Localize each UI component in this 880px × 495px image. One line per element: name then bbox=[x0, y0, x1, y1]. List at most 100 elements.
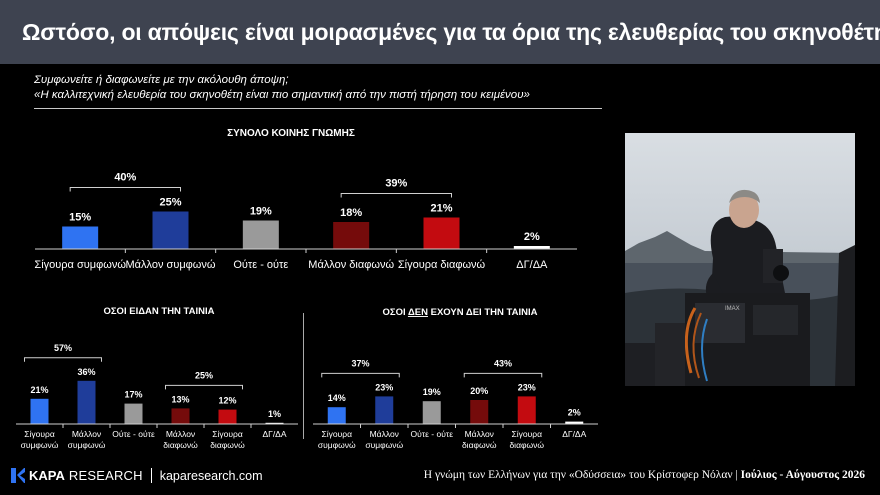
logo-kapa: KAPA bbox=[29, 468, 65, 483]
bar bbox=[62, 226, 99, 249]
category-label-line: ΔΓ/ΔΑ bbox=[562, 429, 586, 439]
group-bracket bbox=[340, 193, 452, 198]
page-title: Ωστόσο, οι απόψεις είναι μοιρασμένες για… bbox=[22, 18, 880, 45]
bar bbox=[124, 403, 143, 424]
category-label-line: συμφωνώ bbox=[365, 440, 403, 450]
survey-date: Ιούλιος - Αύγουστος 2026 bbox=[740, 469, 865, 481]
group-bracket bbox=[463, 372, 543, 378]
category-label-line: Σίγουρα bbox=[24, 429, 55, 439]
category-label: Μάλλον συμφωνώ bbox=[68, 429, 106, 450]
category-label: Σίγουρα συμφωνώ bbox=[318, 429, 356, 450]
group-bracket bbox=[24, 357, 102, 362]
value-label: 18% bbox=[340, 207, 362, 219]
website-link[interactable]: kaparesearch.com bbox=[159, 468, 263, 483]
value-label: 36% bbox=[77, 367, 95, 377]
question-line-1: Συμφωνείτε ή διαφωνείτε με την ακόλουθη … bbox=[34, 74, 289, 86]
value-label: 25% bbox=[159, 197, 181, 209]
chart-divider bbox=[303, 313, 304, 439]
category-label: Ούτε - ούτε bbox=[112, 429, 155, 439]
category-label: Σίγουρα συμφωνώ bbox=[21, 429, 59, 450]
category-label-line: Σίγουρα συμφωνώ bbox=[34, 259, 126, 271]
survey-question: Συμφωνείτε ή διαφωνείτε με την ακόλουθη … bbox=[34, 73, 530, 103]
group-label: 43% bbox=[494, 358, 512, 368]
value-label: 23% bbox=[375, 382, 393, 392]
question-underline bbox=[34, 108, 602, 109]
bar bbox=[152, 211, 189, 249]
survey-name: Η γνώμη των Ελλήνων για την «Οδύσσεια» τ… bbox=[423, 469, 733, 481]
bar bbox=[333, 222, 370, 249]
category-label-line: συμφωνώ bbox=[68, 440, 106, 450]
footer-survey-info: Η γνώμη των Ελλήνων για την «Οδύσσεια» τ… bbox=[423, 469, 865, 481]
bar bbox=[422, 401, 441, 424]
category-label-line: συμφωνώ bbox=[318, 440, 356, 450]
group-bracket bbox=[69, 187, 181, 192]
category-label-line: Μάλλον διαφωνώ bbox=[308, 259, 394, 271]
category-label-line: Σίγουρα bbox=[511, 429, 542, 439]
value-label: 19% bbox=[423, 387, 441, 397]
director-photo: IMAX bbox=[625, 133, 855, 386]
category-label-line: διαφωνώ bbox=[163, 440, 198, 450]
value-label: 1% bbox=[268, 409, 281, 419]
value-label: 23% bbox=[518, 382, 536, 392]
bar bbox=[30, 398, 49, 424]
bar bbox=[265, 422, 284, 424]
category-label: ΔΓ/ΔΑ bbox=[516, 259, 548, 271]
group-label: 25% bbox=[195, 370, 213, 380]
value-label: 2% bbox=[568, 408, 581, 418]
chart-title-part: ΔΕΝ bbox=[408, 307, 428, 318]
group-label: 39% bbox=[385, 178, 407, 190]
bar bbox=[565, 421, 584, 424]
category-label: Μάλλον διαφωνώ bbox=[163, 429, 198, 450]
category-label-line: ΔΓ/ΔΑ bbox=[262, 429, 286, 439]
bar bbox=[470, 400, 489, 424]
category-label: ΔΓ/ΔΑ bbox=[562, 429, 586, 439]
value-label: 2% bbox=[524, 231, 540, 243]
category-label: Ούτε - ούτε bbox=[411, 429, 454, 439]
kapa-logo: KAPA RESEARCH kaparesearch.com bbox=[11, 468, 263, 483]
value-label: 17% bbox=[124, 390, 142, 400]
bar bbox=[218, 409, 237, 424]
value-label: 13% bbox=[171, 394, 189, 404]
category-label-line: συμφωνώ bbox=[21, 440, 59, 450]
group-label: 40% bbox=[114, 172, 136, 184]
category-label-line: Μάλλον bbox=[166, 429, 195, 439]
group-bracket bbox=[165, 384, 243, 390]
category-label-line: Μάλλον συμφωνώ bbox=[126, 259, 216, 271]
category-label-line: Μάλλον bbox=[72, 429, 101, 439]
title-bar: Ωστόσο, οι απόψεις είναι μοιρασμένες για… bbox=[0, 0, 880, 64]
chart-title-part: ΕΧΟΥΝ ΔΕΙ ΤΗΝ ΤΑΙΝΙΑ bbox=[428, 307, 538, 318]
category-label-line: Μάλλον bbox=[370, 429, 399, 439]
question-line-2: «Η καλλιτεχνική ελευθερία του σκηνοθέτη … bbox=[34, 89, 530, 101]
value-label: 21% bbox=[430, 203, 452, 215]
category-label: Σίγουρα συμφωνώ bbox=[34, 259, 126, 271]
category-label-line: διαφωνώ bbox=[210, 440, 245, 450]
category-label: ΔΓ/ΔΑ bbox=[262, 429, 286, 439]
bar bbox=[171, 408, 190, 424]
bar bbox=[242, 220, 279, 249]
chart-total-public: ΣΥΝΟΛΟ ΚΟΙΝΗΣ ΓΝΩΜΗΣ 15% Σίγουρα συμφωνώ 25… bbox=[34, 128, 577, 271]
category-label: Σίγουρα διαφωνώ bbox=[210, 429, 245, 450]
category-label-line: Σίγουρα bbox=[321, 429, 352, 439]
category-label: Μάλλον συμφωνώ bbox=[126, 259, 216, 271]
value-label: 21% bbox=[30, 385, 48, 395]
category-label-line: Ούτε - ούτε bbox=[411, 429, 454, 439]
value-label: 20% bbox=[470, 386, 488, 396]
value-label: 14% bbox=[328, 393, 346, 403]
bar bbox=[423, 217, 460, 249]
chart-title: ΣΥΝΟΛΟ ΚΟΙΝΗΣ ΓΝΩΜΗΣ bbox=[227, 128, 355, 139]
category-label: Σίγουρα διαφωνώ bbox=[398, 259, 486, 271]
logo-separator bbox=[150, 468, 152, 483]
chart-title: ΟΣΟΙ ΔΕΝ ΕΧΟΥΝ ΔΕΙ ΤΗΝ ΤΑΙΝΙΑ bbox=[383, 307, 538, 318]
value-label: 12% bbox=[218, 396, 236, 406]
category-label-line: διαφωνώ bbox=[509, 440, 544, 450]
category-label-line: Μάλλον bbox=[465, 429, 494, 439]
chart-title: ΟΣΟΙ ΕΙΔΑΝ ΤΗΝ ΤΑΙΝΙΑ bbox=[103, 306, 214, 317]
category-label: Μάλλον διαφωνώ bbox=[462, 429, 497, 450]
logo-research: RESEARCH bbox=[68, 468, 143, 483]
kapa-logo-icon bbox=[11, 468, 25, 483]
camera-label: IMAX bbox=[725, 306, 740, 312]
bar bbox=[513, 246, 550, 249]
category-label-line: ΔΓ/ΔΑ bbox=[516, 259, 548, 271]
